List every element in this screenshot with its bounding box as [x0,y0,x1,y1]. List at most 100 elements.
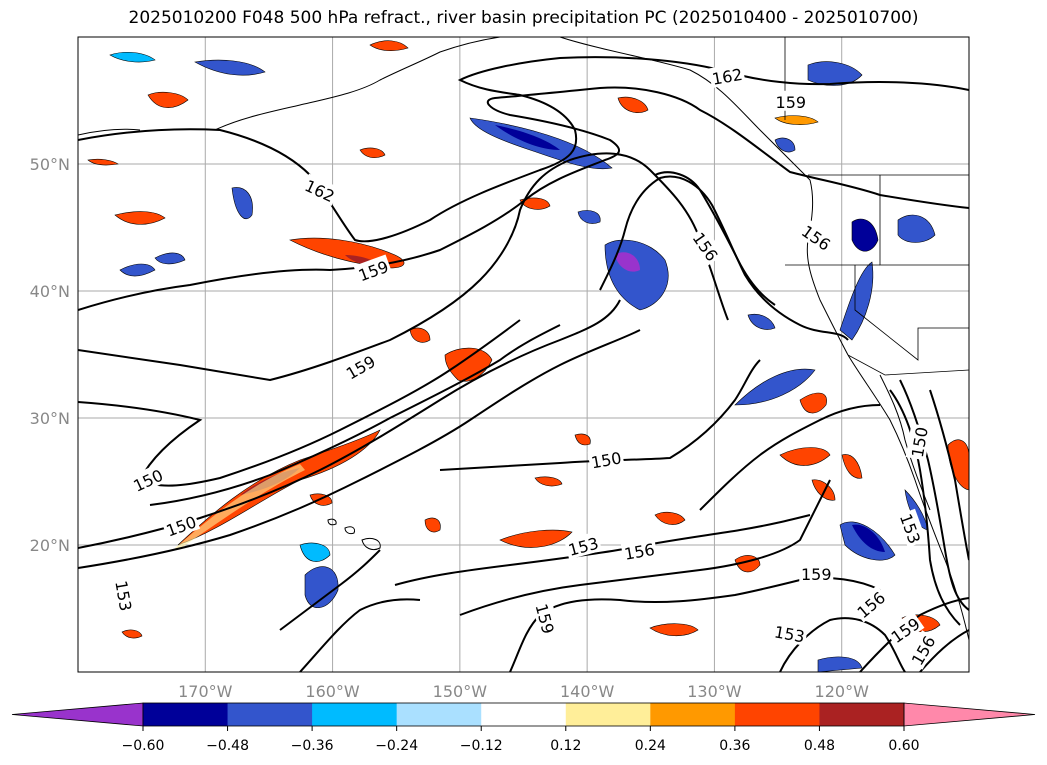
colorbar-level-label: 0.12 [550,738,581,754]
neg-anomaly-baja [747,313,776,330]
colorbar-level-label: −0.48 [206,738,249,754]
neg-anomaly-west-2 [154,252,186,265]
colorbar: −0.60 −0.48 −0.36 −0.24 −0.12 0.12 0.24 0.36 0.4… [11,702,1036,754]
colorbar-level-label: 0.60 [888,738,919,754]
pos-anomaly-hawaii-s [121,629,143,639]
contour-156-east [899,379,969,611]
colorbar-swatch [819,703,905,726]
lon-tick-label: 160°W [305,682,360,701]
contour-159-east [699,404,881,511]
pos-anomaly-south-2 [649,623,699,637]
pos-anomaly-central-2 [499,529,573,548]
border-us-mexico [847,354,969,376]
contour-153-sw [279,549,381,631]
neg-anomaly-ne-core [615,252,640,272]
lat-tick-label: 20°N [30,536,70,555]
map-frame [77,36,970,673]
hawaii-3 [327,518,337,526]
contour-156-south [459,479,831,616]
colorbar-extend-high [903,702,1036,727]
neg-anomaly-hawaii-south [299,542,331,562]
colorbar-swatch [396,703,482,726]
contour-159-se [919,629,969,672]
lat-tick-label: 50°N [30,155,70,174]
coast-bering-1 [78,128,141,136]
hawaii-1 [361,537,381,551]
longitude-tick-labels: 170°W 160°W 150°W 140°W 130°W 120°W [178,682,869,701]
contour-150-sw-2 [78,329,641,569]
contour-150-se [929,389,969,561]
neg-anomaly-california [839,261,874,341]
colorbar-swatch [227,703,313,726]
coast-bc-us [806,179,849,356]
neg-anomaly-south-coast [817,656,863,672]
pos-anomaly-west-3 [87,158,119,166]
pos-anomaly-west-1 [114,211,166,225]
neg-anomaly-bering [231,187,253,220]
neg-anomaly-gulf-core [495,125,560,150]
contour-159-mid [78,152,729,382]
pos-anomaly-bc-coast [774,115,819,125]
svg-text:159: 159 [801,565,832,584]
colorbar-level-label: −0.12 [460,738,503,754]
pos-anomaly-west-2 [147,91,189,108]
neg-anomaly-nw-us [851,218,879,252]
pos-anomaly-east-3 [841,454,863,479]
hawaii-2 [344,526,355,535]
pos-anomaly-central-1 [519,197,551,210]
graticule [78,37,969,672]
contour-153-east [889,389,961,626]
contour-150-central [439,359,761,471]
pos-anomaly-alaska [369,40,409,51]
colorbar-frame [142,702,905,727]
pos-anomaly-south-4 [654,511,686,525]
lon-tick-label: 150°W [433,682,488,701]
colorbar-swatch [734,703,820,726]
colorbar-swatch [565,703,651,726]
colorbar-level-label: 0.24 [635,738,666,754]
lat-tick-label: 30°N [30,409,70,428]
contour-156-se [859,597,969,672]
pos-anomaly-east-2 [799,392,827,414]
colorbar-level-label: −0.60 [122,738,165,754]
coast-baja [847,354,969,641]
colorbar-level-label: −0.36 [291,738,334,754]
lon-tick-label: 130°W [687,682,742,701]
neg-anomaly-off-california [734,368,816,406]
contour-label: 159 [773,90,808,112]
pos-anomaly-jet-halo [175,464,305,550]
lat-tick-label: 40°N [30,282,70,301]
neg-anomaly-central-pac [304,566,339,608]
svg-text:159: 159 [776,93,807,112]
pos-anomaly-gulf-e [617,96,649,113]
pos-anomaly-hawaii-e [424,517,441,533]
neg-anomaly-aleutian [194,59,266,76]
colorbar-swatch [312,703,398,726]
pos-anomaly-west-4 [359,147,386,159]
neg-anomaly-west-1 [119,263,156,277]
colorbar-swatch [481,703,567,726]
colorbar-swatch [143,703,229,726]
coast-alaska [214,37,501,131]
neg-anomaly-idaho [897,214,936,243]
lon-tick-label: 140°W [560,682,615,701]
precip-anomaly-fields [87,40,969,672]
contour-label: 159 [799,563,834,584]
lon-tick-label: 120°W [815,682,870,701]
contour-150-trough [78,319,521,487]
pos-anomaly-subtropical-jet [177,429,381,546]
colorbar-level-label: −0.24 [375,738,418,754]
contour-156-core [599,175,849,341]
contour-156-inner [654,171,776,306]
neg-anomaly-aleutian-w [109,51,156,63]
coast-alaska-pan [559,37,811,181]
pos-anomaly-central-3 [534,476,563,487]
pos-anomaly-east-1 [779,447,831,466]
pos-anomaly-east-4 [811,479,836,501]
contour-159-north [78,86,969,311]
pos-anomaly-central-4 [574,433,591,446]
neg-anomaly-bc [774,137,796,153]
colorbar-level-label: 0.36 [719,738,750,754]
